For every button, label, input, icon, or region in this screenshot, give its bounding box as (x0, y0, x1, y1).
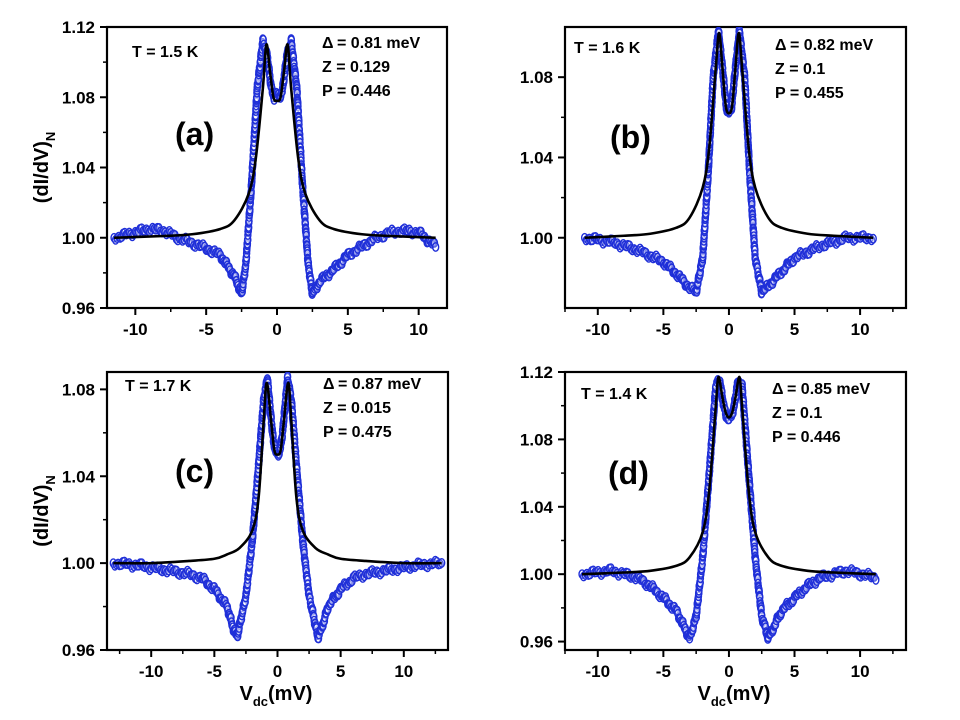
x-tick-label: -10 (123, 320, 148, 339)
y-tick-label: 1.04 (62, 467, 96, 486)
x-axis-title-subscript: dc (711, 694, 726, 709)
gap-annotation: = 0.82 meV (790, 37, 874, 54)
y-tick-label: 1.08 (62, 88, 95, 107)
y-tick-label: 1.08 (520, 68, 553, 87)
x-axis-title-main: V (698, 683, 712, 705)
x-tick-label: -5 (656, 662, 671, 681)
y-axis-title-main: (dI/dV) (31, 141, 53, 203)
y-tick-label: 1.00 (520, 565, 553, 584)
x-tick-label: 0 (724, 320, 733, 339)
series-experiment (580, 27, 877, 299)
x-tick-label: 0 (272, 320, 281, 339)
x-tick-label: 0 (724, 662, 733, 681)
z-annotation: Z = 0.1 (772, 405, 822, 422)
plot-frame (563, 370, 908, 652)
p-annotation: P = 0.446 (322, 83, 391, 100)
panel-label: (b) (610, 119, 651, 155)
x-tick-label: 10 (851, 662, 870, 681)
panel-b: -10 -5 0 5 10 1.00 1.04 1.08 (b) T = 1.6 K Δ = 0.82… (520, 25, 908, 339)
y-axis-title-subscript: N (43, 132, 58, 141)
p-annotation: P = 0.455 (775, 85, 844, 102)
x-tick-label: 5 (790, 662, 799, 681)
panel-c: -10 -5 0 5 10 0.96 1.00 1.04 1.08 (c) T = 1.7 K Δ = … (31, 370, 450, 709)
panel-label: (c) (175, 453, 214, 489)
gap-annotation: = 0.85 meV (787, 381, 871, 398)
plot-frame (105, 370, 450, 652)
delta-symbol: Δ (775, 37, 787, 54)
x-tick-label: 0 (273, 662, 282, 681)
plot-area (580, 27, 877, 299)
panel-label: (d) (608, 455, 649, 491)
y-tick-label: 1.00 (62, 229, 95, 248)
y-axis-title-subscript: N (43, 475, 58, 484)
x-axis-title: Vdc(mV) (698, 683, 771, 709)
x-tick-label: 10 (851, 320, 870, 339)
plot-frame (563, 25, 908, 310)
y-tick-label: 0.96 (62, 641, 95, 660)
plot-area (578, 375, 880, 644)
delta-symbol: Δ (772, 381, 784, 398)
y-tick-label: 1.12 (62, 18, 95, 37)
y-tick-label: 1.04 (62, 159, 96, 178)
p-annotation: P = 0.446 (772, 429, 841, 446)
series-fit-line (114, 43, 436, 240)
panel-label: (a) (175, 116, 214, 152)
x-tick-label: -10 (585, 662, 610, 681)
x-tick-label: -5 (656, 320, 671, 339)
y-tick-label: 1.04 (520, 148, 554, 167)
x-axis-title: Vdc(mV) (240, 683, 313, 709)
temperature-label: T = 1.6 K (574, 40, 641, 57)
y-tick-label: 1.12 (520, 363, 553, 382)
y-axis-title: (dI/dV)N (31, 132, 58, 204)
data-point (872, 575, 880, 585)
z-annotation: Z = 0.015 (323, 400, 391, 417)
series-experiment (109, 372, 446, 644)
plot-area (109, 372, 446, 644)
y-tick-label: 0.96 (520, 633, 553, 652)
x-axis-title-main: V (240, 683, 254, 705)
y-axis-title: (dI/dV)N (31, 475, 58, 547)
series-fit-line (581, 375, 876, 576)
y-tick-label: 1.08 (62, 380, 95, 399)
series-fit-line (113, 381, 442, 565)
p-annotation: P = 0.475 (323, 424, 392, 441)
panel-d: -10 -5 0 5 10 0.96 1.00 1.04 1.08 1.12 (d) T = 1.4 … (520, 363, 908, 709)
data-point (431, 242, 440, 252)
temperature-label: T = 1.4 K (581, 386, 648, 403)
y-tick-label: 1.00 (520, 229, 553, 248)
x-tick-label: 10 (409, 320, 428, 339)
y-tick-label: 1.00 (62, 554, 95, 573)
x-tick-label: -5 (207, 662, 222, 681)
y-axis-title-main: (dI/dV) (31, 485, 53, 547)
x-tick-label: 10 (394, 662, 413, 681)
y-tick-label: 1.08 (520, 430, 553, 449)
temperature-label: T = 1.5 K (132, 44, 199, 61)
x-tick-label: 5 (343, 320, 352, 339)
panel-a: -10 -5 0 5 10 0.96 1.00 1.04 1.08 1.12 (a) T = 1.5 … (31, 18, 449, 339)
x-tick-label: -10 (585, 320, 610, 339)
x-tick-label: 5 (790, 320, 799, 339)
temperature-label: T = 1.7 K (125, 378, 192, 395)
x-tick-label: 5 (336, 662, 345, 681)
x-tick-label: -5 (199, 320, 214, 339)
series-fit-line (584, 31, 874, 240)
z-annotation: Z = 0.1 (775, 61, 825, 78)
z-annotation: Z = 0.129 (322, 59, 390, 76)
series-experiment (578, 375, 880, 644)
y-tick-label: 0.96 (62, 299, 95, 318)
x-tick-label: -10 (139, 662, 164, 681)
gap-annotation: = 0.87 meV (338, 376, 422, 393)
delta-symbol: Δ (323, 376, 335, 393)
gap-annotation: = 0.81 meV (337, 35, 421, 52)
plot-area (110, 34, 440, 299)
y-tick-label: 1.04 (520, 498, 554, 517)
x-axis-title-unit: (mV) (726, 683, 770, 705)
x-axis-title-subscript: dc (253, 694, 268, 709)
x-axis-title-unit: (mV) (268, 683, 312, 705)
delta-symbol: Δ (322, 35, 334, 52)
plot-frame (105, 25, 449, 310)
